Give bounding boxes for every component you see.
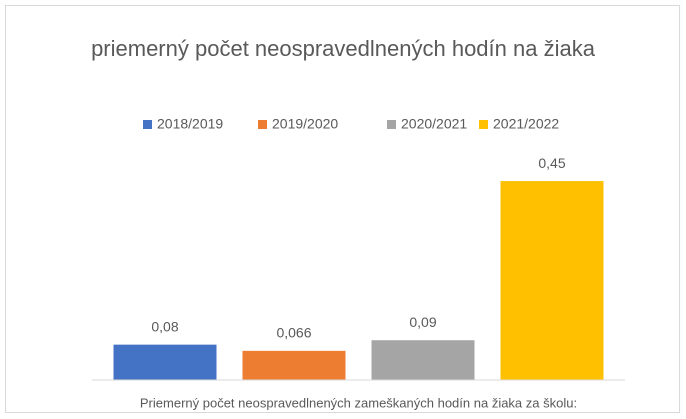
- bar: [500, 181, 604, 380]
- legend-label: 2018/2019: [157, 116, 223, 132]
- x-tick-label: Priemerný počet neospravedlnených zamešk…: [140, 395, 577, 410]
- legend-swatch: [479, 120, 488, 129]
- legend-label: 2020/2021: [401, 116, 467, 132]
- bar: [113, 344, 217, 380]
- data-label: 0,066: [276, 325, 311, 341]
- data-label: 0,09: [409, 314, 436, 330]
- data-label: 0,45: [538, 155, 565, 171]
- bar: [242, 350, 346, 380]
- bar: [371, 340, 475, 380]
- legend-swatch: [387, 120, 396, 129]
- legend-swatch: [143, 120, 152, 129]
- data-label: 0,08: [151, 318, 178, 334]
- legend-swatch: [258, 120, 267, 129]
- legend-label: 2021/2022: [493, 116, 559, 132]
- chart-title: priemerný počet neospravedlnených hodín …: [91, 36, 595, 61]
- legend-label: 2019/2020: [272, 116, 338, 132]
